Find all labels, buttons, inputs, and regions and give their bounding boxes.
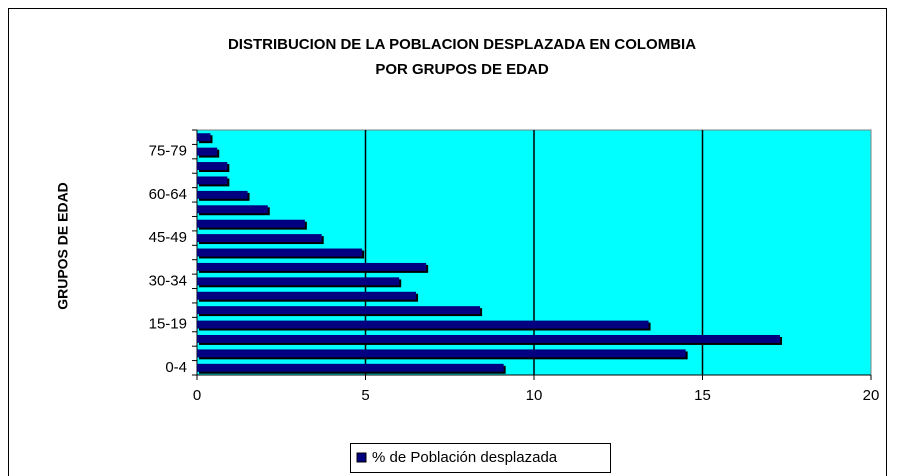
bar xyxy=(197,219,305,228)
bar xyxy=(197,176,228,185)
y-tick-label: 30-34 xyxy=(149,272,187,289)
legend-label: % de Población desplazada xyxy=(372,449,558,466)
y-tick-label: 0-4 xyxy=(165,359,187,376)
bar xyxy=(197,205,268,214)
bar xyxy=(197,162,228,170)
bar xyxy=(197,147,218,156)
y-axis-label: GRUPOS DE EDAD xyxy=(55,182,71,310)
bar xyxy=(197,363,504,372)
bar xyxy=(197,190,248,199)
chart-title: DISTRIBUCION DE LA POBLACION DESPLAZADA … xyxy=(228,36,696,53)
bar xyxy=(197,306,481,315)
chart-subtitle: POR GRUPOS DE EDAD xyxy=(375,61,549,78)
bar xyxy=(197,291,417,300)
bar xyxy=(197,248,363,257)
bar xyxy=(197,262,427,271)
y-tick-label: 60-64 xyxy=(149,186,187,203)
x-tick-label: 15 xyxy=(694,387,711,404)
bar xyxy=(197,234,322,243)
bar xyxy=(197,133,211,142)
bar xyxy=(197,349,686,358)
bar xyxy=(197,277,400,286)
x-tick-label: 20 xyxy=(863,387,880,404)
bar xyxy=(197,320,649,329)
x-tick-label: 5 xyxy=(361,387,369,404)
y-tick-label: 75-79 xyxy=(149,143,187,160)
y-tick-label: 15-19 xyxy=(149,316,187,333)
y-tick-label: 45-49 xyxy=(149,229,187,246)
legend-box xyxy=(350,443,611,473)
legend-swatch xyxy=(356,452,367,463)
x-tick-label: 10 xyxy=(526,387,543,404)
x-tick-label: 0 xyxy=(193,387,201,404)
bar xyxy=(197,335,781,343)
